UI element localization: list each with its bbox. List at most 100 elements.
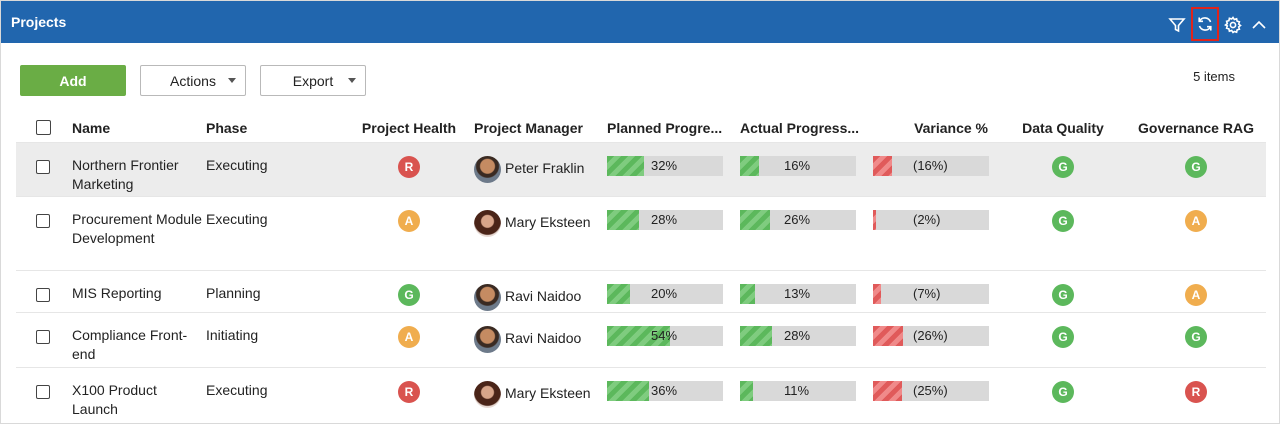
- project-name[interactable]: Compliance Front-end: [72, 327, 188, 362]
- gear-icon[interactable]: [1221, 12, 1245, 38]
- actual-label: 13%: [784, 286, 811, 301]
- data-quality-badge: G: [1052, 326, 1074, 348]
- project-phase: Planning: [206, 285, 261, 301]
- row-checkbox[interactable]: [36, 288, 50, 302]
- project-name[interactable]: Northern Frontier Marketing: [72, 157, 179, 192]
- actual-cell: 16%: [740, 156, 873, 176]
- health-cell: R: [344, 381, 474, 403]
- table-row[interactable]: Compliance Front-end Initiating A Ravi N…: [16, 313, 1266, 368]
- actions-dropdown[interactable]: Actions: [140, 65, 246, 96]
- gov-cell: G: [1121, 326, 1271, 348]
- actual-fill: [740, 381, 753, 401]
- health-badge: R: [398, 156, 420, 178]
- pm-name: Peter Fraklin: [505, 160, 585, 176]
- col-actual-progress[interactable]: Actual Progress...: [740, 119, 860, 136]
- row-checkbox[interactable]: [36, 214, 50, 228]
- governance-badge: A: [1185, 284, 1207, 306]
- pm-name: Ravi Naidoo: [505, 330, 582, 346]
- row-checkbox[interactable]: [36, 160, 50, 174]
- actual-cell: 28%: [740, 326, 873, 346]
- caret-down-icon: [348, 78, 356, 83]
- governance-badge: R: [1185, 381, 1207, 403]
- project-phase: Executing: [206, 157, 268, 173]
- projects-grid: Name Phase Project Health Project Manage…: [16, 113, 1266, 424]
- pm-cell: Ravi Naidoo: [474, 326, 607, 353]
- filter-icon[interactable]: [1165, 12, 1189, 38]
- caret-down-icon: [228, 78, 236, 83]
- planned-fill: [607, 156, 644, 176]
- row-checkbox-cell: [16, 326, 72, 344]
- health-cell: A: [344, 326, 474, 348]
- data-quality-badge: G: [1052, 284, 1074, 306]
- actual-label: 28%: [784, 328, 811, 343]
- variance-bar: (25%): [873, 381, 989, 401]
- pm-name: Mary Eksteen: [505, 385, 591, 401]
- variance-bar: (16%): [873, 156, 989, 176]
- avatar: [474, 284, 501, 311]
- variance-fill: [873, 381, 902, 401]
- col-name[interactable]: Name: [72, 119, 111, 136]
- panel-title: Projects: [11, 14, 67, 30]
- table-row[interactable]: X100 Product Launch Executing R Mary Eks…: [16, 368, 1266, 424]
- health-cell: A: [344, 210, 474, 232]
- select-all-cell: [16, 120, 72, 135]
- project-phase: Initiating: [206, 327, 259, 343]
- variance-fill: [873, 284, 881, 304]
- actual-cell: 13%: [740, 284, 873, 304]
- table-row[interactable]: Northern Frontier Marketing Executing R …: [16, 143, 1266, 197]
- actual-fill: [740, 326, 772, 346]
- variance-label: (7%): [913, 286, 941, 301]
- project-phase: Executing: [206, 382, 268, 398]
- col-variance[interactable]: Variance %: [914, 119, 988, 136]
- col-project-manager[interactable]: Project Manager: [474, 119, 583, 136]
- variance-cell: (26%): [873, 326, 1005, 346]
- actual-progress-bar: 16%: [740, 156, 856, 176]
- avatar: [474, 381, 501, 408]
- table-row[interactable]: Procurement Module Development Executing…: [16, 197, 1266, 271]
- planned-label: 28%: [651, 212, 678, 227]
- table-row[interactable]: MIS Reporting Planning G Ravi Naidoo 20%…: [16, 271, 1266, 313]
- project-phase: Executing: [206, 211, 268, 227]
- export-dropdown[interactable]: Export: [260, 65, 366, 96]
- grid-header: Name Phase Project Health Project Manage…: [16, 113, 1266, 143]
- actual-label: 11%: [784, 383, 810, 398]
- col-governance-rag[interactable]: Governance RAG: [1138, 119, 1254, 136]
- header-tools: [1165, 7, 1271, 41]
- planned-fill: [607, 210, 639, 230]
- col-phase[interactable]: Phase: [206, 119, 248, 136]
- col-health[interactable]: Project Health: [361, 119, 457, 136]
- actions-label: Actions: [170, 72, 216, 89]
- gov-cell: A: [1121, 284, 1271, 306]
- add-button[interactable]: Add: [20, 65, 126, 96]
- row-checkbox[interactable]: [36, 330, 50, 344]
- planned-progress-bar: 32%: [607, 156, 723, 176]
- actual-fill: [740, 156, 759, 176]
- dq-cell: G: [1005, 284, 1121, 306]
- actual-progress-bar: 11%: [740, 381, 856, 401]
- actual-label: 16%: [784, 158, 811, 173]
- col-planned-progress[interactable]: Planned Progre...: [607, 119, 723, 136]
- project-name[interactable]: Procurement Module Development: [72, 211, 202, 246]
- refresh-icon[interactable]: [1191, 7, 1219, 41]
- row-checkbox-cell: [16, 381, 72, 399]
- planned-fill: [607, 381, 649, 401]
- pm-cell: Peter Fraklin: [474, 156, 607, 183]
- select-all-checkbox[interactable]: [36, 120, 51, 135]
- avatar: [474, 156, 501, 183]
- project-name[interactable]: X100 Product Launch: [72, 382, 157, 417]
- health-badge: R: [398, 381, 420, 403]
- planned-progress-bar: 28%: [607, 210, 723, 230]
- pm-name: Ravi Naidoo: [505, 288, 582, 304]
- chevron-up-icon[interactable]: [1247, 12, 1271, 38]
- col-data-quality[interactable]: Data Quality: [1022, 119, 1104, 136]
- actual-progress-bar: 28%: [740, 326, 856, 346]
- variance-fill: [873, 210, 876, 230]
- project-name[interactable]: MIS Reporting: [72, 285, 162, 301]
- actual-label: 26%: [784, 212, 811, 227]
- variance-cell: (25%): [873, 381, 1005, 401]
- health-badge: A: [398, 210, 420, 232]
- row-checkbox[interactable]: [36, 385, 50, 399]
- variance-label: (26%): [913, 328, 948, 343]
- planned-progress-bar: 20%: [607, 284, 723, 304]
